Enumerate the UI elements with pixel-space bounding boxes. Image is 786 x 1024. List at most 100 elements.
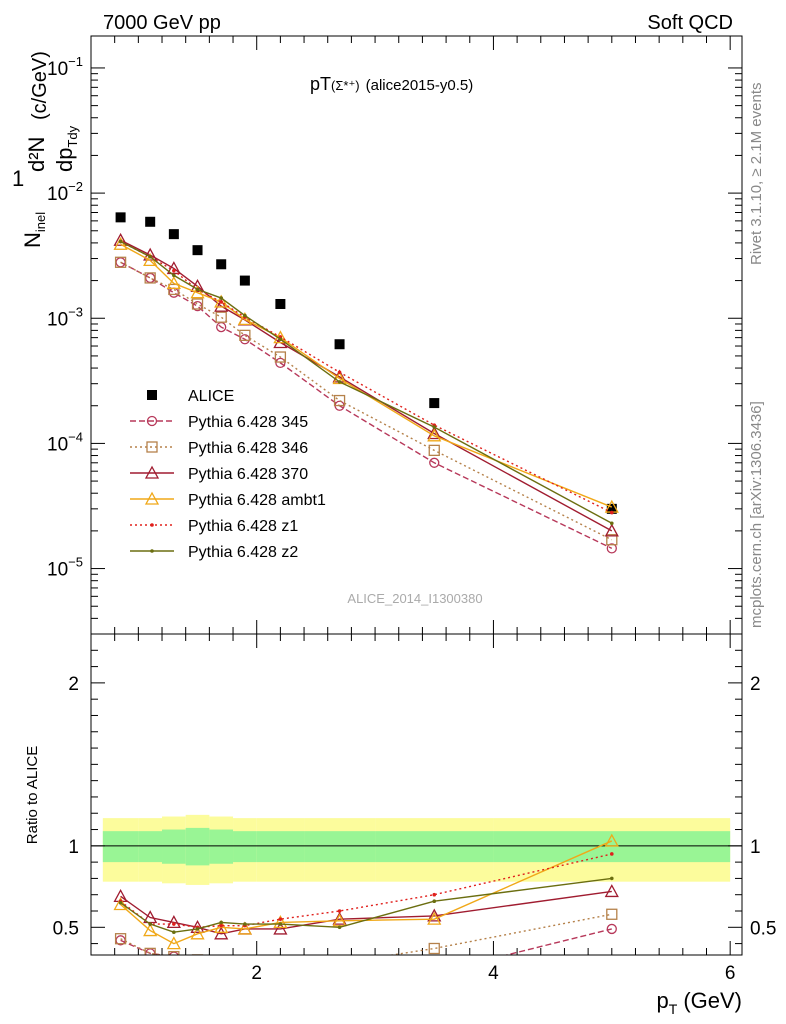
header-right: Soft QCD <box>647 12 733 34</box>
legend-marker <box>144 465 160 479</box>
main-data-point <box>214 298 229 312</box>
main-data-point <box>214 294 229 308</box>
main-data-point <box>337 370 342 375</box>
xlabel-unit: (GeV) <box>683 988 742 1013</box>
ratio-data-point <box>113 897 128 911</box>
main-data-point <box>118 239 123 244</box>
ratio-series-line <box>120 890 612 935</box>
plot-title-main: pT <box>310 74 331 94</box>
ratio-data-point <box>332 911 347 925</box>
legend-marker <box>146 441 158 453</box>
main-data-point <box>275 357 286 369</box>
ratio-data-point <box>190 926 205 940</box>
main-data-point <box>239 275 250 286</box>
main-data-point <box>195 287 200 292</box>
mcplots-label: mcplots.cern.ch [arXiv:1306.3436] <box>748 401 765 628</box>
ratio-xlabel: pT (GeV) <box>657 988 743 1017</box>
rivet-label: Rivet 3.1.10, ≥ 2.1M events <box>748 83 765 266</box>
ratio-data-point <box>428 942 440 955</box>
ratio-data-point <box>278 922 283 926</box>
ratio-series-line <box>120 877 612 933</box>
ratio-ytick-label-right: 2 <box>750 674 761 695</box>
main-data-point <box>428 444 440 457</box>
ratio-ytick-label: 2 <box>68 674 79 695</box>
main-data-point <box>278 337 283 342</box>
main-data-point <box>606 543 617 554</box>
main-data-point <box>604 523 619 537</box>
main-series-0 <box>115 212 617 514</box>
ratio-data-point <box>427 911 442 925</box>
ratio-series-line <box>120 840 613 945</box>
main-data-point <box>168 229 179 240</box>
main-data-point <box>427 428 442 442</box>
ratio-data-point <box>166 936 181 950</box>
ratio-data-point <box>432 899 437 904</box>
main-data-point <box>429 398 440 409</box>
plot-title-tag: (alice2015-y0.5) <box>366 77 474 94</box>
ratio-data-point <box>606 923 617 935</box>
watermark: ALICE_2014_I1300380 <box>347 591 482 606</box>
main-series-2 <box>114 256 618 546</box>
header-left: 7000 GeV pp <box>103 12 221 34</box>
ratio-data-point <box>604 833 619 847</box>
ratio-data-point <box>168 951 179 955</box>
main-data-point <box>145 216 156 227</box>
main-ytick-base: 10 <box>47 434 68 455</box>
legend-marker <box>150 549 154 553</box>
main-data-point <box>610 510 614 515</box>
xlabel-sub: T <box>669 1001 678 1017</box>
main-data-point <box>432 425 437 429</box>
main-data-point <box>237 311 252 326</box>
main-axis-ticks: 10−510−410−310−210−1 <box>47 36 742 634</box>
ratio-ytick-label: 0.5 <box>53 918 79 939</box>
ratio-series-line <box>120 913 612 955</box>
ylabel-n: Ninel <box>20 212 48 248</box>
legend-label: Pythia 6.428 370 <box>188 466 308 483</box>
legend-label: Pythia 6.428 346 <box>188 440 308 457</box>
ratio-xtick-label: 4 <box>488 963 499 984</box>
main-ytick-exp: −5 <box>68 555 83 570</box>
main-ytick-label: 10−5 <box>47 555 83 581</box>
main-data-point <box>337 380 342 384</box>
main-series-line <box>120 261 613 541</box>
ylabel-one: 1 <box>12 166 24 191</box>
ratio-data-point <box>604 884 619 898</box>
ratio-data-point <box>216 957 226 967</box>
ratio-ytick-label-right: 0.5 <box>750 918 776 939</box>
main-data-point <box>192 245 203 256</box>
legend-label: Pythia 6.428 345 <box>188 414 308 431</box>
band-inner-segment <box>493 831 731 863</box>
main-series-line <box>120 240 613 514</box>
band-inner-segment <box>102 831 139 863</box>
ylabel-n-sub: inel <box>33 212 48 232</box>
legend-item: Pythia 6.428 345 <box>130 414 308 431</box>
ratio-series-5 <box>118 876 614 934</box>
ylabel-d2n: d²N <box>24 137 49 172</box>
ratio-ytick-label-right: 1 <box>750 837 761 858</box>
band-inner-segment <box>209 829 234 864</box>
ratio-axis-ticks: 0.5 0.5 1 1 2 2 2 4 6 <box>53 634 776 984</box>
main-data-point <box>216 259 227 270</box>
ylabel-dp-sub: Tdy <box>65 125 80 147</box>
main-series-line <box>120 239 613 532</box>
legend-marker <box>146 415 158 427</box>
ratio-data-point <box>144 947 156 955</box>
main-data-point <box>427 426 442 440</box>
main-ytick-label: 10−4 <box>47 429 83 455</box>
ratio-data-point <box>610 876 614 881</box>
main-data-point <box>172 273 176 278</box>
legend-marker <box>150 523 154 527</box>
main-series-3 <box>113 232 619 537</box>
main-series-line <box>120 243 613 508</box>
ratio-data-point <box>278 917 283 921</box>
main-ytick-exp: −1 <box>68 54 83 69</box>
ratio-data-point <box>243 922 247 926</box>
legend-label: Pythia 6.428 z1 <box>188 518 298 535</box>
main-data-point <box>113 232 128 246</box>
ratio-data-point <box>148 922 152 926</box>
ratio-data-point <box>191 954 204 955</box>
main-data-point <box>166 261 181 275</box>
ratio-data-point <box>214 926 229 940</box>
main-data-point <box>191 298 204 310</box>
ratio-series-3 <box>113 833 619 950</box>
